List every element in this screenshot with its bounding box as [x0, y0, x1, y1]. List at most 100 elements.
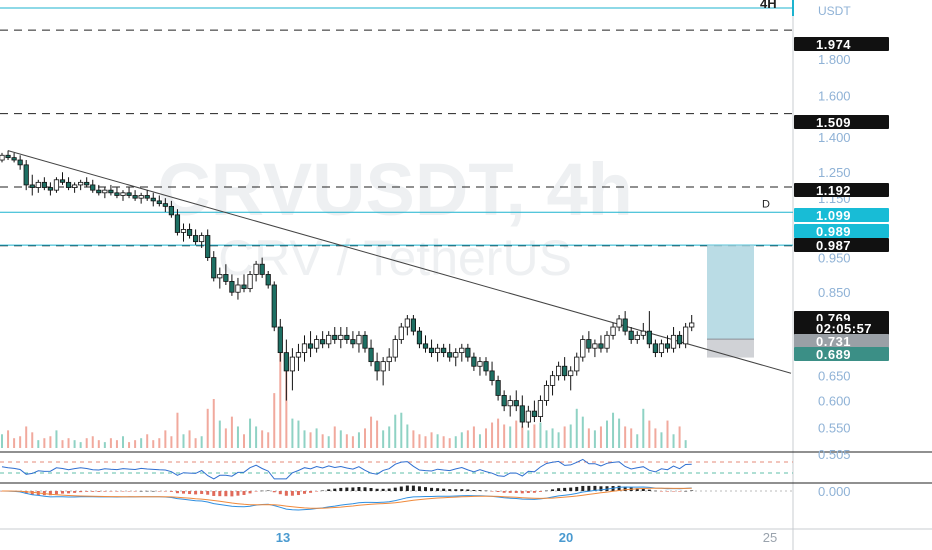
long-position-box[interactable] [707, 245, 754, 358]
price-label-5: 0.987 [794, 238, 889, 253]
macd-hist-102 [617, 485, 621, 491]
trendline[interactable] [7, 150, 792, 374]
candle-body-100 [604, 334, 610, 349]
macd-hist-21 [127, 491, 131, 492]
macd-hist-26 [157, 491, 161, 492]
candle-body-43 [259, 263, 265, 275]
candle-body-96 [580, 339, 586, 358]
volume-bar-4 [25, 426, 28, 448]
candle-body-45 [271, 284, 277, 328]
macd-hist-12 [73, 491, 77, 493]
macd-hist-19 [115, 491, 119, 492]
macd-hist-89 [538, 491, 542, 492]
price-label-bg-4 [794, 224, 889, 238]
macd-hist-51 [309, 491, 313, 493]
macd-hist-90 [545, 490, 548, 492]
volume-bar-66 [400, 412, 403, 448]
candle-body-72 [434, 347, 441, 354]
price-label-text-1: 1.509 [816, 115, 851, 130]
volume-bar-87 [527, 430, 530, 448]
candle-body-28 [168, 205, 174, 216]
price-label-bg-7 [794, 321, 889, 335]
symbol-watermark: CRVUSDT, 4h CRV / TetherUS [157, 148, 633, 286]
candle-body-84 [507, 400, 513, 407]
macd-hist-55 [333, 488, 337, 491]
macd-hist-50 [303, 491, 306, 494]
volume-bar-1 [7, 430, 10, 448]
macd-signal-line [2, 487, 692, 509]
macd-hist-72 [436, 488, 440, 491]
volume-bar-12 [73, 440, 76, 448]
macd-hist-39 [236, 491, 240, 496]
price-tick-7: 0.650 [818, 369, 851, 384]
macd-hist-45 [272, 491, 276, 493]
price-label-0: 1.974 [794, 37, 889, 52]
candle-body-12 [72, 184, 78, 188]
candle-body-106 [640, 330, 646, 336]
macd-hist-71 [430, 487, 434, 491]
volume-bar-61 [370, 416, 373, 448]
volume-bar-95 [575, 408, 578, 448]
macd-hist-49 [296, 491, 300, 496]
macd-hist-66 [399, 486, 403, 491]
candle-body-32 [192, 235, 199, 243]
macd-hist-74 [448, 489, 452, 491]
price-tick-2: 1.400 [818, 130, 851, 145]
volume-bar-102 [618, 418, 621, 448]
macd-hist-23 [139, 490, 143, 492]
watermark-symbol: CRVUSDT, 4h [157, 148, 633, 231]
candle-body-8 [47, 187, 54, 191]
volume-bar-100 [606, 420, 608, 448]
candle-body-110 [664, 343, 671, 349]
macd-hist-106 [641, 488, 645, 491]
macd-hist-107 [647, 489, 651, 491]
candle-body-108 [652, 343, 659, 354]
volume-bar-22 [134, 440, 137, 448]
macd-hist-33 [200, 491, 204, 494]
candle-body-71 [428, 347, 435, 354]
candle-body-76 [459, 347, 465, 354]
candle-body-93 [562, 365, 568, 377]
level-marker-d: D [762, 198, 770, 210]
candle-body-3 [17, 159, 23, 166]
price-label-text-7: 02:05:57 [816, 321, 872, 336]
macd-hist-77 [466, 489, 470, 491]
candle-body-59 [356, 334, 362, 345]
volume-bar-58 [351, 436, 354, 448]
candle-body-41 [247, 274, 253, 289]
macd-hist-95 [575, 486, 579, 491]
candle-body-109 [658, 343, 665, 354]
candle-body-15 [90, 184, 96, 191]
candle-body-56 [338, 334, 344, 340]
macd-hist-113 [684, 490, 688, 492]
candle-body-7 [41, 181, 47, 188]
macd-hist-17 [103, 491, 107, 492]
price-label-4: 0.989 [794, 224, 889, 239]
candle-body-34 [205, 235, 211, 259]
candle-body-42 [253, 263, 259, 275]
candle-body-4 [23, 164, 29, 186]
macd-pane [0, 485, 793, 511]
candle-body-113 [683, 326, 689, 345]
volume-bar-53 [321, 434, 324, 448]
candle-body-57 [344, 334, 350, 340]
price-label-bg-8 [794, 334, 889, 348]
volume-bar-103 [624, 426, 627, 448]
candle-body-14 [84, 181, 90, 186]
candle-body-114 [689, 322, 695, 328]
macd-hist-28 [169, 491, 173, 492]
candle-body-87 [525, 410, 531, 423]
candle-body-90 [543, 384, 550, 401]
macd-hist-8 [48, 491, 52, 496]
time-tick-2: 25 [763, 530, 777, 545]
volume-bar-113 [684, 440, 687, 448]
price-label-2: 1.192 [794, 183, 889, 198]
macd-hist-7 [42, 491, 46, 496]
volume-bar-5 [31, 432, 34, 448]
candle-body-67 [404, 318, 410, 328]
candle-body-94 [568, 370, 574, 377]
volume-bar-14 [85, 438, 88, 448]
candle-body-52 [313, 339, 320, 349]
